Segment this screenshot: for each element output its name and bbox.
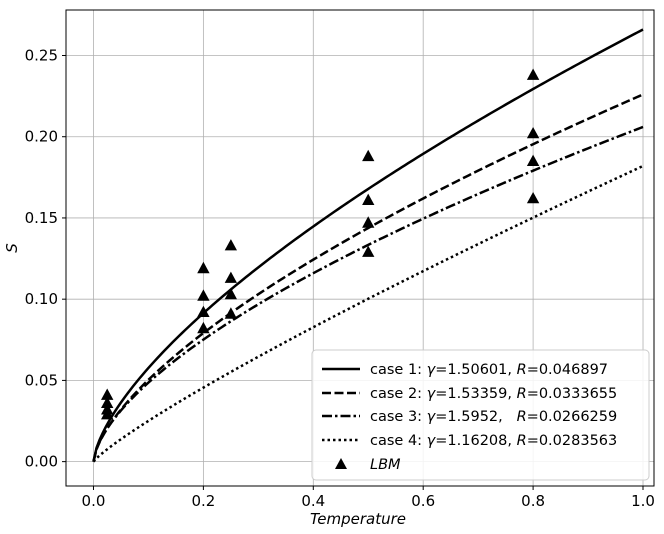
y-axis-label: S: [3, 243, 21, 253]
x-tick-label: 0.6: [411, 492, 435, 510]
x-axis-label: Temperature: [310, 510, 406, 528]
lbm-marker: [362, 216, 375, 228]
y-tick-label: 0.25: [25, 46, 58, 64]
legend-label-2: case 2: γ=1.53359, R=0.0333655: [370, 386, 617, 402]
legend-label-4: case 4: γ=1.16208, R=0.0283563: [370, 433, 617, 449]
y-tick-label: 0.00: [25, 453, 58, 471]
x-tick-label: 0.8: [521, 492, 545, 510]
lbm-marker: [362, 149, 375, 162]
axis-ticks: 0.0 0.2 0.4 0.6 0.8 1.0 0.00 0.05 0.10 0.15 0.20 0.…: [25, 46, 655, 510]
x-tick-label: 1.0: [631, 492, 655, 510]
plot-frame: [65, 9, 655, 487]
series-line-1: [92, 28, 644, 462]
lbm-marker: [197, 321, 210, 334]
lbm-marker: [362, 245, 375, 257]
legend-entry-4: case 4: γ=1.16208, R=0.0283563: [322, 433, 617, 449]
legend-label-1: case 1: γ=1.50601, R=0.046897: [370, 362, 608, 378]
series-lines: [92, 28, 644, 463]
x-tick-label: 0.4: [301, 492, 325, 510]
legend-label-lbm: LBM: [370, 457, 401, 473]
legend-entry-3: case 3: γ=1.5952, R=0.0266259: [322, 409, 617, 425]
series-line-3: [92, 125, 644, 462]
lbm-marker: [526, 127, 540, 139]
x-tick-label: 0.0: [82, 492, 106, 510]
x-tick-label: 0.2: [191, 492, 215, 510]
lbm-marker: [224, 307, 237, 319]
lbm-markers: [101, 68, 540, 420]
lbm-marker: [362, 193, 375, 205]
legend-triangle-icon: [335, 458, 347, 469]
lbm-marker: [224, 239, 237, 251]
y-tick-label: 0.20: [25, 128, 58, 146]
lbm-marker: [101, 388, 114, 400]
lbm-marker: [197, 289, 210, 301]
lbm-marker: [224, 271, 237, 283]
legend-entry-2: case 2: γ=1.53359, R=0.0333655: [322, 386, 617, 402]
y-tick-label: 0.05: [25, 371, 58, 389]
legend-box: [311, 349, 650, 481]
legend-label-3: case 3: γ=1.5952, R=0.0266259: [370, 409, 617, 425]
lbm-marker: [224, 287, 237, 300]
series-line-2: [92, 93, 644, 462]
lbm-marker: [526, 192, 540, 204]
lbm-marker: [101, 408, 114, 420]
series-line-4: [92, 164, 644, 463]
grid: [66, 10, 654, 486]
lbm-marker: [526, 68, 540, 80]
y-tick-label: 0.10: [25, 290, 58, 308]
y-tick-label: 0.15: [25, 209, 58, 227]
legend-entry-1: case 1: γ=1.50601, R=0.046897: [322, 362, 608, 378]
lbm-marker: [526, 154, 540, 166]
lbm-marker: [197, 261, 210, 274]
lbm-marker: [197, 305, 210, 317]
legend-entry-lbm: LBM: [335, 457, 401, 473]
legend: case 1: γ=1.50601, R=0.046897 case 2: γ=…: [311, 349, 650, 481]
lbm-marker: [101, 396, 114, 408]
